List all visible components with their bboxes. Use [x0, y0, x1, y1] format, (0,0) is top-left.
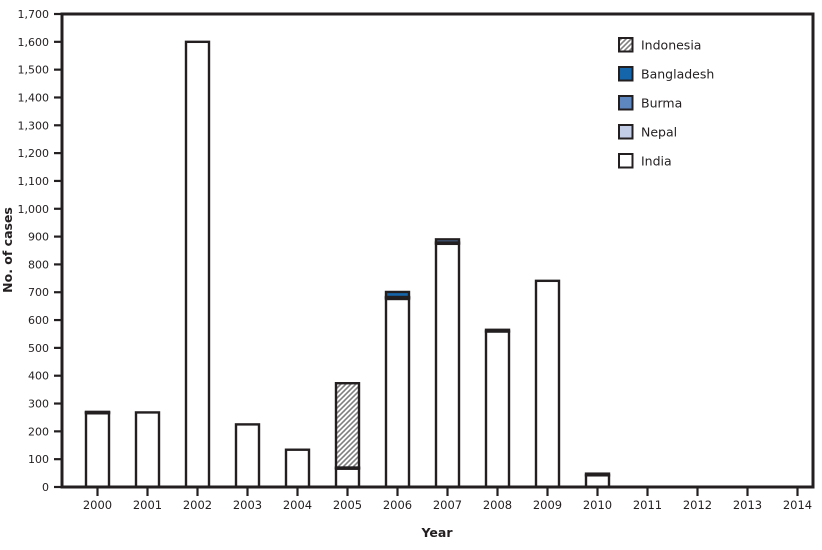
legend-label-india: India — [641, 154, 672, 169]
bar-segment-2002-india — [184, 40, 211, 489]
y-tick-label: 1,400 — [18, 91, 50, 104]
y-tick-label: 1,100 — [18, 175, 50, 188]
y-tick-label: 900 — [28, 231, 49, 244]
x-tick-label-2006: 2006 — [383, 498, 412, 512]
bar-segment-2007-burma — [434, 238, 461, 244]
y-tick-label: 300 — [28, 398, 49, 411]
bar-segment-2005-indonesia — [334, 382, 361, 469]
x-tick-label-2003: 2003 — [233, 498, 262, 512]
bar-segment-2000-india — [84, 412, 111, 489]
plot-border — [60, 12, 815, 489]
x-tick-label-2012: 2012 — [683, 498, 712, 512]
plot-area: 0 100 200 300 400 500 600 700 800 900 1,000 1,100 1,… — [18, 8, 815, 512]
y-tick-label: 1,300 — [18, 119, 50, 132]
bar-segment-2006-bangladesh — [384, 290, 411, 299]
y-tick-label: 1,200 — [18, 147, 50, 160]
bar-segment-2010-nepal — [584, 472, 611, 477]
legend-label-burma: Burma — [641, 96, 682, 111]
x-tick-label-2008: 2008 — [483, 498, 512, 512]
x-axis-title: Year — [421, 525, 454, 540]
legend-swatch-bangladesh — [618, 66, 634, 82]
x-tick-label-2005: 2005 — [333, 498, 362, 512]
x-tick-label-2011: 2011 — [633, 498, 662, 512]
x-tick-label-2000: 2000 — [83, 498, 112, 512]
bar-segment-2005-india — [334, 467, 361, 489]
bar-segment-2006-india — [384, 297, 411, 489]
y-tick-label: 100 — [28, 453, 49, 466]
y-tick-label: 1,000 — [18, 203, 50, 216]
x-tick-label-2004: 2004 — [283, 498, 312, 512]
y-tick-label: 500 — [28, 342, 49, 355]
y-tick-label: 800 — [28, 258, 49, 271]
legend-swatch-burma — [618, 95, 634, 111]
bar-segment-2007-india — [434, 242, 461, 489]
y-tick-label: 0 — [42, 481, 49, 494]
y-tick-label: 1,500 — [18, 64, 50, 77]
y-tick-label: 1,700 — [18, 8, 50, 21]
bar-segment-2009-india — [534, 279, 561, 489]
bar-segment-2003-india — [234, 423, 261, 489]
legend-label-bangladesh: Bangladesh — [641, 67, 714, 82]
bar-segment-2001-india — [134, 411, 161, 489]
legend-label-indonesia: Indonesia — [641, 38, 701, 53]
y-tick-label: 1,600 — [18, 36, 50, 49]
legend-label-nepal: Nepal — [641, 125, 677, 140]
bar-segment-2008-india — [484, 330, 511, 489]
y-tick-label: 400 — [28, 370, 49, 383]
x-tick-label-2002: 2002 — [183, 498, 212, 512]
bar-segment-2008-nepal — [484, 328, 511, 333]
y-tick-label: 700 — [28, 286, 49, 299]
bar-segment-2010-india — [584, 474, 611, 489]
legend-swatch-nepal — [618, 124, 634, 140]
y-tick-label: 600 — [28, 314, 49, 327]
x-tick-label-2010: 2010 — [583, 498, 612, 512]
x-tick-label-2007: 2007 — [433, 498, 462, 512]
x-tick-label-2013: 2013 — [733, 498, 762, 512]
legend-swatch-indonesia — [618, 37, 634, 53]
y-axis-title: No. of cases — [0, 207, 15, 293]
x-tick-label-2014: 2014 — [783, 498, 812, 512]
legend-swatch-india — [618, 153, 634, 169]
y-tick-label: 200 — [28, 425, 49, 438]
x-tick-label-2001: 2001 — [133, 498, 162, 512]
bar-segment-2004-india — [284, 448, 311, 489]
x-tick-label-2009: 2009 — [533, 498, 562, 512]
